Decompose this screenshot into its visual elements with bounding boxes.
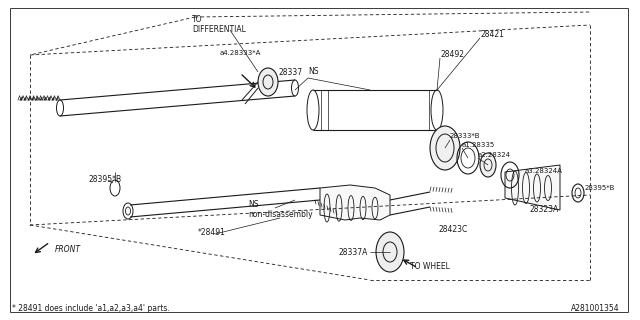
Ellipse shape <box>480 153 496 177</box>
Ellipse shape <box>430 126 460 170</box>
Text: 28492: 28492 <box>440 50 464 59</box>
Text: * 28491 does include 'a1,a2,a3,a4' parts.: * 28491 does include 'a1,a2,a3,a4' parts… <box>12 304 170 313</box>
Text: 28421: 28421 <box>480 30 504 39</box>
Polygon shape <box>320 185 390 220</box>
Text: a4.28333*A: a4.28333*A <box>220 50 261 56</box>
Text: *28491: *28491 <box>198 228 226 237</box>
Text: FRONT: FRONT <box>55 245 81 254</box>
Text: 28337A: 28337A <box>338 248 367 257</box>
Text: NS
non-disassembly: NS non-disassembly <box>248 200 312 220</box>
Text: TO
DIFFERENTIAL: TO DIFFERENTIAL <box>192 15 246 35</box>
Text: a3.28324A: a3.28324A <box>525 168 563 174</box>
Text: a2.28324: a2.28324 <box>478 152 511 158</box>
Text: 28395*B: 28395*B <box>585 185 616 191</box>
Text: 28395*B: 28395*B <box>88 175 121 184</box>
Text: TO WHEEL: TO WHEEL <box>410 262 450 271</box>
Ellipse shape <box>258 68 278 96</box>
Ellipse shape <box>376 232 404 272</box>
Text: 28333*B: 28333*B <box>450 133 481 139</box>
Text: 28423C: 28423C <box>438 225 467 234</box>
Text: A281001354: A281001354 <box>572 304 620 313</box>
Polygon shape <box>505 165 560 210</box>
Text: 28323A: 28323A <box>530 205 559 214</box>
Text: 28337: 28337 <box>278 68 302 77</box>
Text: a1.28335: a1.28335 <box>462 142 495 148</box>
Text: NS: NS <box>308 67 319 76</box>
